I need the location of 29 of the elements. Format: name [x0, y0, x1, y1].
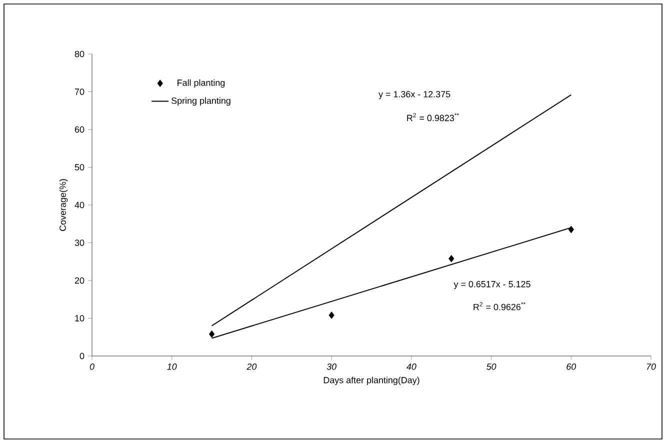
y-axis-title: Coverage(%) — [59, 179, 68, 231]
annotation: R$^{2}$ = 0.9823$^{**}$ — [407, 113, 459, 122]
point — [208, 330, 215, 338]
legend-label: Spring planting — [171, 97, 230, 106]
x-tick-label: 30 — [326, 364, 336, 370]
y-tick-label: 70 — [74, 88, 84, 95]
y-tick-label: 80 — [74, 50, 84, 58]
x-tick-label: 60 — [566, 364, 576, 370]
x-tick-label: 50 — [486, 364, 496, 370]
legend-label: Fall planting — [178, 79, 225, 88]
y-tick-label: 20 — [74, 277, 84, 284]
y-tick-label: 40 — [74, 202, 84, 208]
annotation: R$^{2}$ = 0.9626$^{**}$ — [474, 302, 526, 310]
x-tick-label: 10 — [167, 364, 177, 370]
x-tick-label: 20 — [246, 364, 257, 370]
annotation: y = 1.36x - 12.375 — [378, 91, 450, 100]
point — [448, 254, 454, 262]
y-tick-label: 10 — [75, 315, 84, 322]
point — [328, 312, 334, 319]
point — [568, 226, 574, 234]
y-tick-label: 50 — [74, 164, 84, 170]
x-tick-label: 40 — [406, 364, 416, 370]
x-axis-title: Days after planting(Day) — [324, 376, 420, 386]
x-tick-label: 0 — [90, 364, 94, 370]
y-tick-label: 60 — [74, 126, 84, 133]
x-tick-label: 70 — [646, 364, 656, 370]
y-tick-label: 30 — [74, 240, 84, 246]
annotation: y = 0.6517x - 5.125 — [454, 280, 530, 290]
y-tick-label: 0 — [80, 352, 84, 360]
